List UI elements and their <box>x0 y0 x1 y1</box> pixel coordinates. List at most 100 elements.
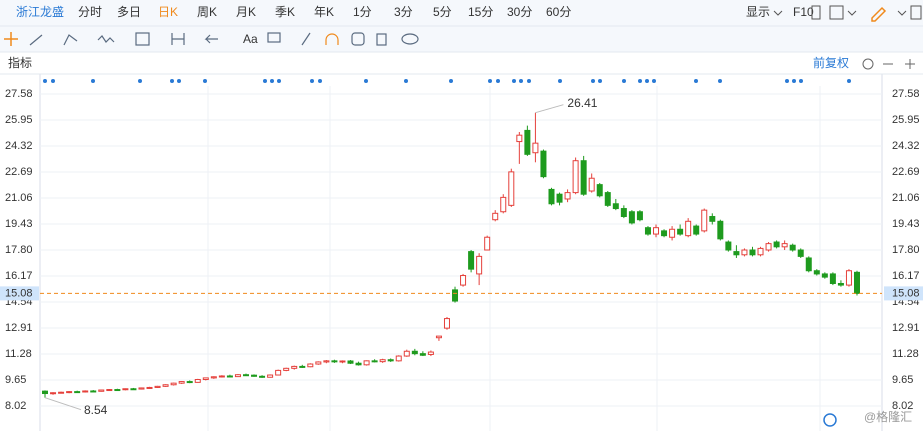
candle-body <box>387 359 394 362</box>
candle-body <box>845 270 852 286</box>
event-dot[interactable] <box>799 79 803 83</box>
candle-body <box>813 270 820 275</box>
tool-delete[interactable] <box>376 33 387 46</box>
event-dot[interactable] <box>270 79 274 83</box>
period-tab[interactable]: 日K <box>158 5 178 19</box>
tool-lock[interactable] <box>351 32 365 46</box>
period-tab[interactable]: 3分 <box>394 5 413 19</box>
candle-body <box>661 230 668 237</box>
candle-body <box>653 227 660 235</box>
period-tab[interactable]: 60分 <box>546 5 571 19</box>
indicator-label[interactable]: 指标 <box>8 55 32 70</box>
event-dot[interactable] <box>694 79 698 83</box>
event-dot[interactable] <box>170 79 174 83</box>
candle-body <box>299 365 306 368</box>
event-dot[interactable] <box>496 79 500 83</box>
text-tool[interactable]: Aa <box>243 32 258 46</box>
event-dot[interactable] <box>51 79 55 83</box>
event-dot[interactable] <box>591 79 595 83</box>
candle-body <box>403 350 410 357</box>
icon[interactable] <box>905 59 915 69</box>
period-tab[interactable]: 5分 <box>433 5 452 19</box>
event-dot[interactable] <box>203 79 207 83</box>
candle-body <box>685 220 692 237</box>
event-dot[interactable] <box>598 79 602 83</box>
tool-toggle[interactable] <box>401 33 419 45</box>
event-dot[interactable] <box>488 79 492 83</box>
event-dot[interactable] <box>364 79 368 83</box>
period-tab[interactable]: 30分 <box>507 5 532 19</box>
icon[interactable] <box>811 5 821 20</box>
tool-magnet[interactable] <box>325 33 339 45</box>
candle-body <box>604 192 611 206</box>
candle-body <box>347 360 354 364</box>
period-tab[interactable]: 季K <box>275 5 295 19</box>
event-dot[interactable] <box>652 79 656 83</box>
icon[interactable] <box>862 58 874 70</box>
event-dot[interactable] <box>318 79 322 83</box>
tool-comment[interactable] <box>267 32 281 43</box>
event-dot[interactable] <box>263 79 267 83</box>
tool-range[interactable] <box>171 33 185 45</box>
period-tab[interactable]: 周K <box>197 5 217 19</box>
event-dot[interactable] <box>847 79 851 83</box>
event-dot[interactable] <box>785 79 789 83</box>
candle-body <box>741 249 748 256</box>
y2-tick-label: 27.58 <box>892 88 920 100</box>
stock-name[interactable]: 浙江龙盛 <box>16 4 64 19</box>
event-dot[interactable] <box>558 79 562 83</box>
tool-poly[interactable] <box>63 34 78 46</box>
event-dot[interactable] <box>310 79 314 83</box>
event-dot[interactable] <box>43 79 47 83</box>
checkbox-icon[interactable] <box>829 5 844 20</box>
period-tab[interactable]: 月K <box>236 5 256 19</box>
event-dot[interactable] <box>645 79 649 83</box>
event-dot[interactable] <box>718 79 722 83</box>
tool-line[interactable] <box>29 34 43 46</box>
candle-body <box>540 150 547 178</box>
period-tab[interactable]: 年K <box>314 5 334 19</box>
event-dot[interactable] <box>519 79 523 83</box>
event-dot[interactable] <box>138 79 142 83</box>
candle-body <box>484 236 491 251</box>
period-tab[interactable]: 分时 <box>78 5 102 19</box>
event-dot[interactable] <box>527 79 531 83</box>
candle-body <box>178 381 185 384</box>
move-icon[interactable] <box>4 32 18 46</box>
display-menu[interactable]: 显示 <box>746 5 770 19</box>
icon[interactable] <box>910 5 922 20</box>
event-dot[interactable] <box>404 79 408 83</box>
candle-body <box>66 391 73 394</box>
event-dot[interactable] <box>512 79 516 83</box>
f10-button[interactable]: F10 <box>793 5 814 19</box>
event-dot[interactable] <box>277 79 281 83</box>
candle-body <box>516 134 523 143</box>
candle-body <box>267 374 274 378</box>
candle-body <box>669 228 676 238</box>
pencil-icon[interactable] <box>871 6 887 22</box>
event-dot[interactable] <box>792 79 796 83</box>
event-dot[interactable] <box>91 79 95 83</box>
event-dot[interactable] <box>638 79 642 83</box>
candle-body <box>443 318 450 329</box>
tool-rect[interactable] <box>135 32 150 46</box>
y2-tick-label: 25.95 <box>892 114 920 126</box>
tool-arrow[interactable] <box>204 34 218 44</box>
candle-body <box>556 193 563 203</box>
watermark: @格隆汇 <box>864 409 912 424</box>
event-dot[interactable] <box>449 79 453 83</box>
candle-body <box>612 203 619 210</box>
candle-body <box>242 374 249 377</box>
event-dot[interactable] <box>622 79 626 83</box>
candle-body <box>419 353 426 356</box>
event-dot[interactable] <box>177 79 181 83</box>
adjust-label[interactable]: 前复权 <box>813 55 849 70</box>
tool-eraser-line[interactable] <box>301 32 311 46</box>
last-price-label: 15.08 <box>892 287 920 299</box>
candle-body <box>476 255 483 275</box>
period-tab[interactable]: 1分 <box>353 5 372 19</box>
period-tab[interactable]: 15分 <box>468 5 493 19</box>
tool-wave[interactable] <box>97 35 115 43</box>
candle-body <box>283 367 290 371</box>
period-tab[interactable]: 多日 <box>117 5 141 19</box>
